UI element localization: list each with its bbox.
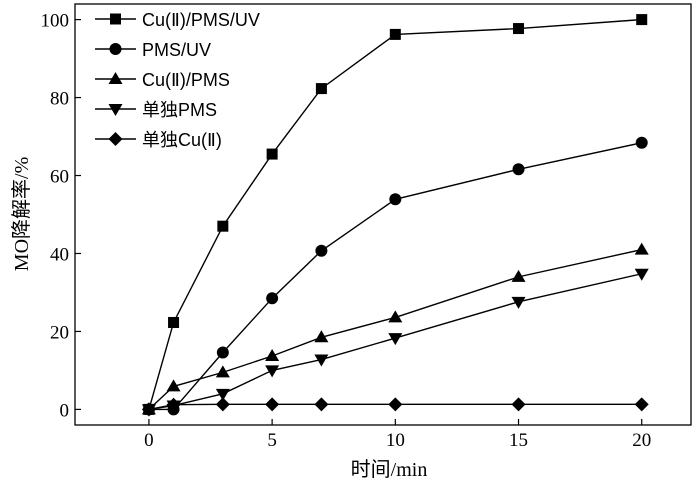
- x-tick-label: 10: [386, 430, 405, 451]
- legend: Cu(Ⅱ)/PMS/UV PMS/UV Cu(Ⅱ)/PMS 单独PMS 单独Cu(Ⅱ): [95, 10, 260, 150]
- marker-diamond: [265, 397, 280, 412]
- y-tick-label: 60: [50, 167, 69, 188]
- legend-item: PMS/UV: [95, 40, 211, 60]
- tick-group: 0 5 10 15 20 0 20 40 60 80 100: [41, 11, 652, 451]
- series-line: [148, 18, 642, 410]
- legend-label: Cu(Ⅱ)/PMS/UV: [142, 10, 260, 30]
- series-line: [148, 273, 642, 411]
- plot-frame: [74, 3, 692, 426]
- marker-diamond: [108, 132, 123, 146]
- marker-triangle-down: [265, 365, 280, 378]
- marker-circle: [512, 163, 525, 176]
- marker-square: [168, 316, 180, 328]
- marker-triangle-up: [634, 242, 649, 255]
- marker-circle: [635, 136, 648, 149]
- marker-triangle-up: [108, 72, 123, 84]
- y-tick-label: 100: [41, 11, 70, 32]
- marker-triangle-up: [511, 269, 526, 282]
- marker-square: [266, 148, 278, 160]
- marker-circle: [109, 43, 122, 55]
- marker-triangle-up: [166, 379, 181, 392]
- marker-diamond: [314, 397, 329, 412]
- legend-label: Cu(Ⅱ)/PMS: [142, 70, 230, 90]
- marker-diamond: [388, 397, 403, 412]
- legend-item: 单独PMS: [95, 100, 217, 120]
- marker-circle: [216, 346, 229, 359]
- marker-triangle-down: [388, 333, 403, 346]
- marker-square: [110, 13, 121, 25]
- legend-item: Cu(Ⅱ)/PMS: [95, 70, 230, 90]
- series-layer: [141, 14, 649, 417]
- marker-square: [513, 23, 525, 35]
- marker-triangle-down: [215, 388, 230, 401]
- legend-item: Cu(Ⅱ)/PMS/UV: [95, 10, 260, 30]
- series-line: [148, 142, 642, 411]
- y-tick-label: 80: [50, 89, 69, 110]
- marker-diamond: [215, 397, 230, 412]
- marker-triangle-up: [215, 365, 230, 378]
- legend-item: 单独Cu(Ⅱ): [95, 130, 222, 150]
- marker-triangle-down: [108, 104, 123, 116]
- marker-square: [217, 220, 229, 232]
- marker-square: [315, 83, 327, 95]
- marker-triangle-down: [314, 354, 329, 367]
- x-tick-label: 5: [267, 430, 277, 451]
- marker-circle: [266, 292, 279, 305]
- marker-triangle-up: [388, 310, 403, 323]
- marker-triangle-up: [265, 349, 280, 362]
- series-group: [141, 397, 649, 417]
- marker-square: [389, 28, 401, 40]
- marker-triangle-down: [634, 268, 649, 281]
- x-tick-label: 0: [144, 430, 154, 451]
- x-axis-label: 时间/min: [351, 458, 428, 481]
- y-tick-label: 0: [60, 400, 70, 421]
- series-line: [148, 403, 642, 411]
- marker-diamond: [634, 397, 649, 412]
- series-line: [148, 248, 642, 410]
- marker-diamond: [141, 402, 156, 417]
- series-group: [141, 268, 649, 417]
- x-tick-label: 20: [632, 430, 651, 451]
- y-tick-label: 40: [50, 244, 69, 265]
- legend-label: 单独Cu(Ⅱ): [142, 130, 222, 150]
- legend-label: PMS/UV: [142, 40, 211, 60]
- y-axis-label: MO降解率/%: [10, 157, 33, 271]
- marker-triangle-down: [511, 296, 526, 309]
- x-tick-label: 15: [509, 430, 528, 451]
- marker-diamond: [166, 397, 181, 412]
- marker-triangle-up: [314, 330, 329, 343]
- marker-circle: [315, 244, 328, 257]
- legend-label: 单独PMS: [142, 100, 217, 120]
- marker-diamond: [511, 397, 526, 412]
- series-group: [141, 242, 649, 415]
- marker-square: [636, 14, 648, 26]
- marker-circle: [389, 193, 402, 206]
- y-tick-label: 20: [50, 322, 69, 343]
